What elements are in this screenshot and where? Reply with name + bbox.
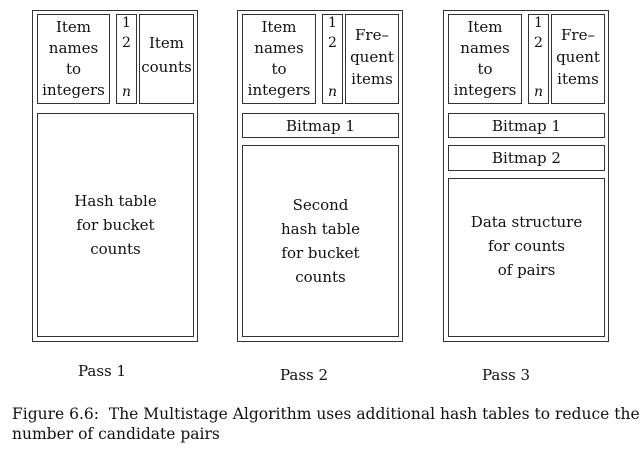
pass-3-pair-counts-box <box>448 178 605 337</box>
pass-3-frequent-items-box <box>551 14 605 104</box>
pass-1-index-1: 1 <box>122 15 131 31</box>
pass-1-index-n: n <box>122 84 132 100</box>
pass-2-item-names-box <box>242 14 316 104</box>
pass-3-bitmap-2-label: Bitmap 2 <box>492 149 561 167</box>
pass-1-index-2: 2 <box>122 35 131 51</box>
pass-2-index-2: 2 <box>328 35 337 51</box>
figure-caption: Figure 6.6: The Multistage Algorithm use… <box>12 405 640 443</box>
pass-3-index-box <box>528 14 549 104</box>
pass-3-item-names-box <box>448 14 522 104</box>
pass-1-hash-table-box <box>37 113 194 337</box>
pass-2-second-hash-table-box <box>242 145 399 337</box>
pass-3-bitmap-2-box <box>448 145 605 171</box>
pass-1-index-box <box>116 14 137 104</box>
pass-2-item-names-label: Item names to integers <box>247 18 311 99</box>
pass-3-index-2: 2 <box>534 35 543 51</box>
pass-1-item-names-label: Item names to integers <box>42 18 105 99</box>
pass-3-index-1: 1 <box>534 15 543 31</box>
pass-2-second-hash-table-label: Second hash table for bucket counts <box>281 196 360 286</box>
pass-2-label: Pass 2 <box>279 366 329 384</box>
pass-3-bitmap-1-label: Bitmap 1 <box>492 116 561 135</box>
pass-2-frequent-items-box <box>345 14 399 104</box>
pass-2-frequent-items-label: Fre– quent items <box>350 26 394 88</box>
pass-3-bitmap-1-box <box>448 113 605 138</box>
pass-3-item-names-label: Item names to integers <box>453 18 517 99</box>
pass-1-label: Pass 1 <box>77 362 127 380</box>
pass-1-hash-table-label: Hash table for bucket counts <box>74 192 157 258</box>
pass-3-pair-counts-label: Data structure for counts of pairs <box>470 213 583 279</box>
pass-2-index-n: n <box>328 84 338 100</box>
pass-3-frequent-items-label: Fre– quent items <box>556 26 600 88</box>
pass-3-label: Pass 3 <box>481 366 531 384</box>
pass-2-bitmap-1-label: Bitmap 1 <box>286 116 355 135</box>
pass-1-item-counts-box <box>139 14 194 104</box>
pass-2-index-box <box>322 14 343 104</box>
pass-1-item-counts-label: Item counts <box>141 34 192 76</box>
pass-2-bitmap-1-box <box>242 113 399 138</box>
pass-2-index-1: 1 <box>328 15 337 31</box>
pass-1-item-names-box <box>37 14 110 104</box>
pass-3-index-n: n <box>534 84 544 100</box>
